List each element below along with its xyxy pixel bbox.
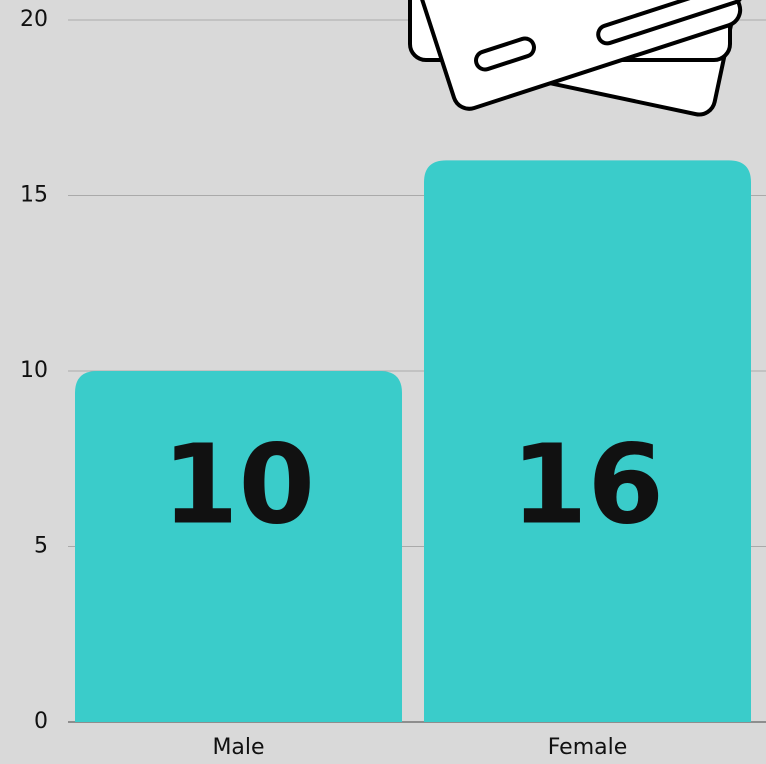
y-tick-label: 15	[20, 183, 48, 208]
y-tick-label: 5	[34, 534, 48, 559]
value-label: 10	[162, 420, 315, 548]
x-tick-label: Male	[212, 735, 264, 760]
value-label: 16	[511, 420, 664, 548]
y-tick-label: 0	[34, 709, 48, 734]
chart: 0 5 10 15 20 Male 10 Female 16	[0, 0, 766, 764]
y-tick-label: 10	[20, 358, 48, 383]
y-tick-label: 20	[20, 7, 48, 32]
page: 05101520 Male10Female16 (() => { const d…	[0, 0, 766, 764]
x-tick-label: Female	[548, 735, 628, 760]
